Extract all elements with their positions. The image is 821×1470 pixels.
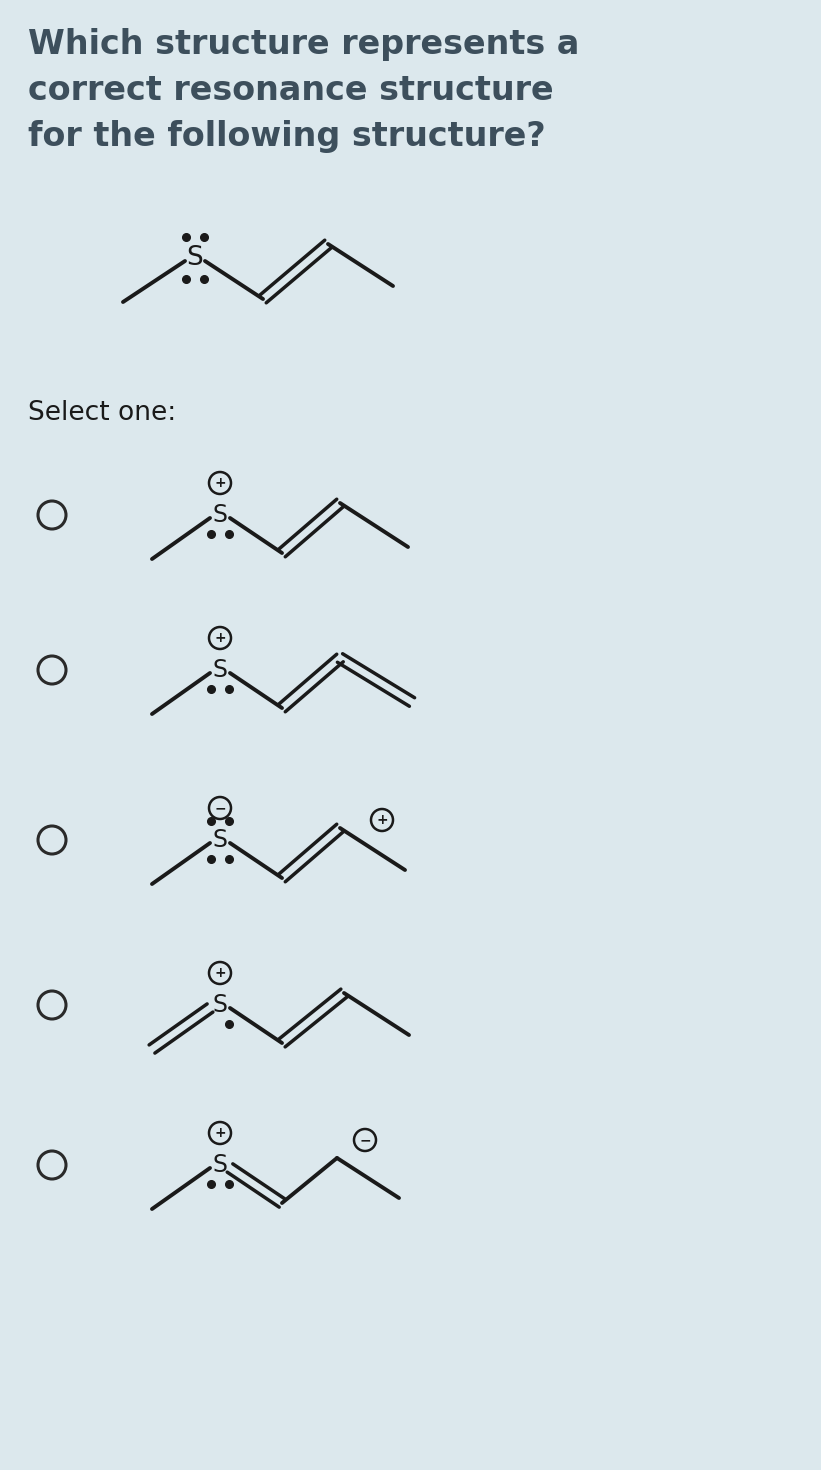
Text: for the following structure?: for the following structure? (28, 121, 546, 153)
Text: +: + (214, 476, 226, 490)
Text: +: + (376, 813, 388, 828)
Text: S: S (213, 659, 227, 682)
Text: +: + (214, 966, 226, 980)
Text: S: S (213, 994, 227, 1017)
Text: correct resonance structure: correct resonance structure (28, 74, 553, 107)
Text: Which structure represents a: Which structure represents a (28, 28, 580, 60)
Text: −: − (214, 801, 226, 814)
Text: Select one:: Select one: (28, 400, 177, 426)
Text: −: − (360, 1133, 371, 1147)
Text: +: + (214, 631, 226, 645)
Text: S: S (213, 1152, 227, 1177)
Text: S: S (213, 828, 227, 853)
Text: +: + (214, 1126, 226, 1141)
Text: S: S (186, 245, 204, 270)
Text: S: S (213, 503, 227, 528)
